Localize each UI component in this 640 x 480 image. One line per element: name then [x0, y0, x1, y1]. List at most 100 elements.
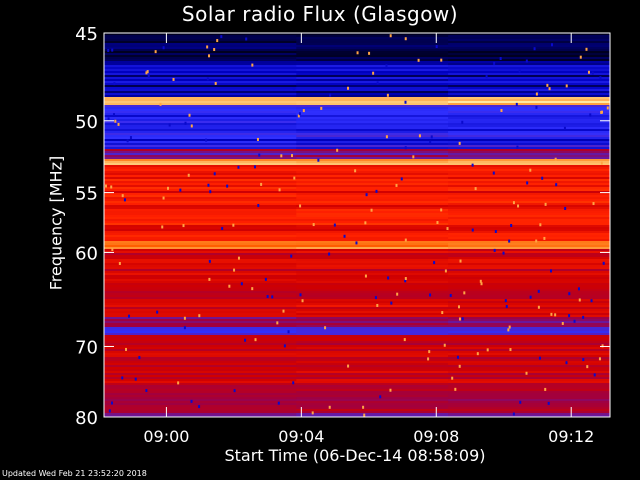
heatmap-cell — [104, 39, 297, 42]
heatmap-cell — [104, 71, 297, 74]
heatmap-cell — [448, 159, 610, 162]
heatmap-cell — [104, 141, 297, 144]
heatmap-cell — [554, 313, 557, 317]
heatmap-cell — [448, 285, 610, 288]
heatmap-cell — [541, 176, 544, 180]
heatmap-cell — [429, 293, 432, 297]
heatmap-cell — [296, 343, 449, 346]
heatmap-cell — [494, 229, 497, 233]
heatmap-cell — [508, 325, 511, 329]
heatmap-cell — [104, 187, 297, 190]
heatmap-cell — [563, 126, 566, 130]
heatmap-cell — [492, 171, 495, 175]
heatmap-cell — [448, 383, 610, 386]
heatmap-cell — [253, 165, 256, 169]
heatmap-cell — [228, 284, 231, 288]
heatmap-cell — [448, 401, 610, 404]
heatmap-cell — [448, 219, 610, 222]
heatmap-cell — [448, 139, 610, 142]
heatmap-cell — [448, 119, 610, 122]
heatmap-cell — [104, 413, 297, 416]
heatmap-cell — [266, 295, 269, 299]
heatmap-cell — [554, 157, 557, 161]
heatmap-cell — [448, 235, 610, 238]
heatmap-cell — [448, 375, 610, 378]
heatmap-cell — [448, 389, 610, 392]
heatmap-cell — [296, 67, 449, 70]
heatmap-cell — [104, 57, 297, 60]
heatmap-cell — [296, 189, 449, 192]
heatmap-cell — [448, 263, 610, 266]
heatmap-cell — [296, 127, 449, 130]
heatmap-cell — [205, 138, 208, 142]
heatmap-cell — [296, 43, 449, 46]
heatmap-cell — [104, 401, 297, 404]
heatmap-cell — [600, 161, 603, 165]
heatmap-cell — [104, 87, 297, 90]
heatmap-cell — [448, 261, 610, 264]
heatmap-cell — [518, 69, 521, 73]
heatmap-cell — [296, 199, 449, 202]
heatmap-cell — [448, 201, 610, 204]
heatmap-cell — [104, 321, 297, 324]
heatmap-cell — [448, 345, 610, 348]
heatmap-cell — [448, 197, 610, 200]
heatmap-cell — [183, 316, 186, 320]
heatmap-cell — [448, 339, 610, 342]
heatmap-cell — [448, 207, 610, 210]
heatmap-cell — [448, 361, 610, 364]
heatmap-cell — [296, 55, 449, 58]
heatmap-cell — [104, 273, 297, 276]
heatmap-cell — [448, 413, 610, 416]
heatmap-cell — [448, 173, 610, 176]
heatmap-cell — [312, 223, 315, 227]
heatmap-cell — [448, 371, 610, 374]
heatmap-cell — [448, 287, 610, 290]
heatmap-cell — [104, 341, 297, 344]
heatmap-cell — [448, 83, 610, 86]
heatmap-cell — [448, 307, 610, 310]
heatmap-cell — [343, 234, 346, 238]
heatmap-cell — [260, 182, 263, 186]
heatmap-cell — [448, 239, 610, 242]
heatmap-cell — [448, 283, 610, 286]
heatmap-cell — [448, 221, 610, 224]
heatmap-cell — [104, 307, 297, 310]
heatmap-cell — [104, 111, 297, 114]
heatmap-cell — [448, 37, 610, 40]
heatmap-cell — [590, 299, 593, 303]
heatmap-cell — [448, 315, 610, 318]
heatmap-cell — [296, 283, 449, 286]
heatmap-cell — [251, 287, 254, 291]
heatmap-cell — [162, 46, 165, 50]
heatmap-cell — [121, 194, 124, 198]
heatmap-cell — [220, 35, 223, 39]
heatmap-cell — [364, 274, 367, 278]
heatmap-cell — [104, 363, 297, 366]
heatmap-cell — [104, 67, 297, 70]
heatmap-cell — [104, 215, 297, 218]
heatmap-cell — [354, 169, 357, 173]
heatmap-cell — [117, 122, 120, 126]
heatmap-cell — [296, 347, 449, 350]
heatmap-cell — [355, 241, 358, 245]
heatmap-cell — [320, 106, 323, 110]
heatmap-cell — [458, 364, 461, 368]
heatmap-cell — [448, 63, 610, 66]
heatmap-cell — [404, 279, 407, 283]
heatmap-cell — [379, 395, 382, 399]
heatmap-cell — [512, 412, 515, 416]
heatmap-cell — [104, 213, 297, 216]
heatmap-cell — [582, 315, 585, 319]
heatmap-cell — [505, 305, 508, 309]
heatmap-cell — [448, 123, 610, 126]
heatmap-cell — [296, 121, 449, 124]
heatmap-cell — [104, 75, 297, 78]
heatmap-cell — [448, 319, 610, 322]
heatmap-cell — [448, 289, 610, 292]
heatmap-cell — [448, 111, 610, 114]
heatmap-cell — [440, 58, 443, 62]
heatmap-cell — [104, 271, 297, 274]
heatmap-cell — [104, 181, 297, 184]
heatmap-cell — [448, 141, 610, 144]
